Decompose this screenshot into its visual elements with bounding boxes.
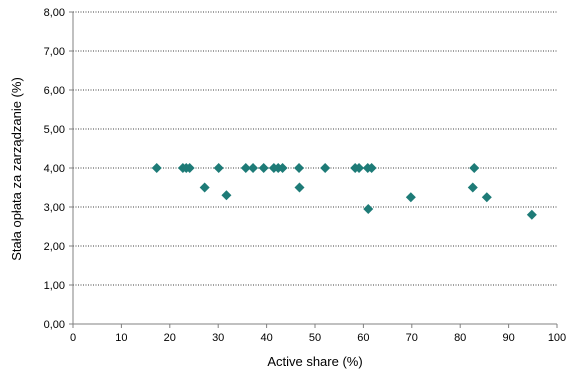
x-tick-label: 20 [164,332,176,344]
y-tick-label: 6,00 [44,85,65,97]
data-point-25 [526,209,537,220]
x-tick-label: 100 [548,332,566,344]
x-tick-label: 70 [406,332,418,344]
y-tick-label: 0,00 [44,319,65,331]
x-tick-label: 80 [454,332,466,344]
data-point-17 [354,163,365,173]
data-point-19 [366,163,377,173]
data-point-6 [221,190,232,201]
x-tick-label: 50 [309,332,321,344]
x-tick-label: 0 [70,332,76,344]
y-tick-label: 1,00 [44,280,65,292]
data-point-9 [258,163,269,173]
x-tick-label: 90 [502,332,514,344]
data-points [151,163,537,220]
y-tick-label: 8,00 [44,7,65,19]
data-point-4 [199,182,210,193]
data-point-14 [294,182,305,193]
data-point-8 [248,163,259,173]
x-axis-title: Active share (%) [267,354,362,369]
data-point-22 [467,182,478,193]
data-point-21 [405,192,416,203]
x-tick-label: 30 [212,332,224,344]
y-tick-label: 5,00 [44,124,65,136]
axes [69,11,558,328]
data-point-3 [184,163,195,173]
gridlines [73,11,557,286]
x-tick-label: 60 [357,332,369,344]
data-point-20 [363,203,374,214]
tick-labels: 0,00 1,00 2,00 3,00 4,00 5,00 6,00 7,00 8,00 0 10 2… [44,7,567,344]
x-tick-label: 10 [115,332,127,344]
y-tick-label: 7,00 [44,46,65,58]
data-point-24 [481,192,492,203]
data-point-23 [469,163,480,173]
data-point-5 [213,163,224,173]
data-point-7 [240,163,251,173]
data-point-15 [320,163,331,173]
y-tick-label: 2,00 [44,241,65,253]
data-point-12 [277,163,288,173]
y-axis-title: Stała opłata za zarządzanie (%) [9,77,24,261]
data-point-13 [294,163,305,173]
data-point-0 [151,163,162,173]
y-tick-label: 4,00 [44,163,65,175]
y-tick-label: 3,00 [44,202,65,214]
x-tick-label: 40 [260,332,272,344]
